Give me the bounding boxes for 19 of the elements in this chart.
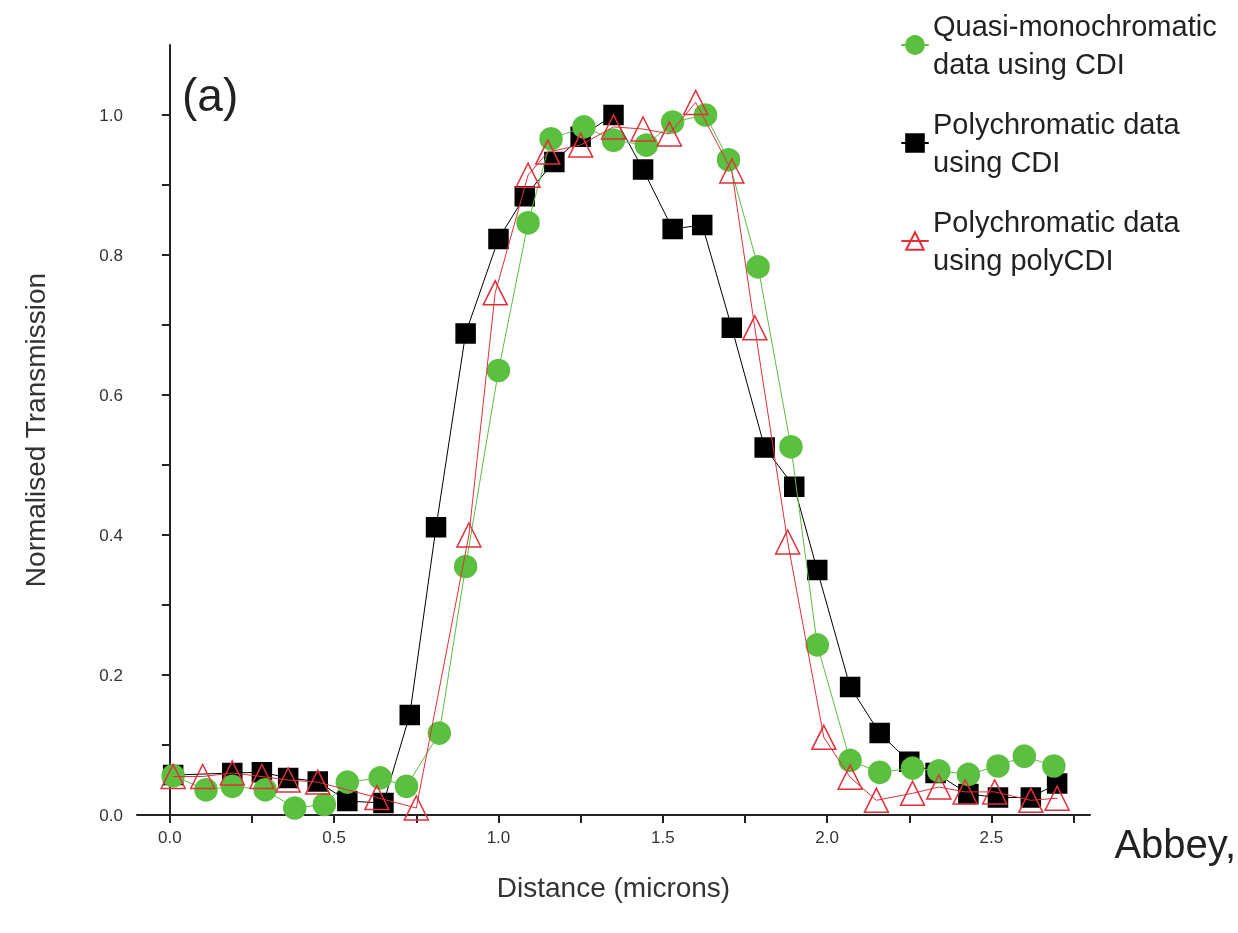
legend-label: Quasi-monochromatic data using CDI bbox=[933, 10, 1225, 80]
legend-label: Polychromatic data using polyCDI bbox=[933, 206, 1188, 276]
y-tick-label: 0.8 bbox=[99, 245, 123, 265]
y-axis-title: Normalised Transmission bbox=[19, 272, 51, 588]
x-tick-label: 2.0 bbox=[815, 828, 839, 847]
x-tick-label: 0.5 bbox=[322, 828, 346, 847]
y-tick-label: 0.4 bbox=[99, 525, 123, 545]
x-axis-title: Distance (microns) bbox=[496, 871, 731, 903]
x-tick-label: 1.0 bbox=[486, 828, 511, 847]
annotation: (a) bbox=[182, 69, 239, 121]
x-tick-label: 1.5 bbox=[650, 828, 675, 847]
text: Abbey, bbox=[1114, 822, 1236, 866]
x-tick-label: 0.0 bbox=[158, 828, 182, 847]
y-tick-label: 0.6 bbox=[99, 385, 123, 405]
x-tick-label: 2.5 bbox=[979, 828, 1004, 847]
y-tick-label: 0.0 bbox=[99, 805, 123, 825]
legend-label: Polychromatic data using CDI bbox=[933, 108, 1188, 178]
y-tick-label: 1.0 bbox=[99, 105, 123, 125]
y-tick-label: 0.2 bbox=[99, 665, 123, 685]
